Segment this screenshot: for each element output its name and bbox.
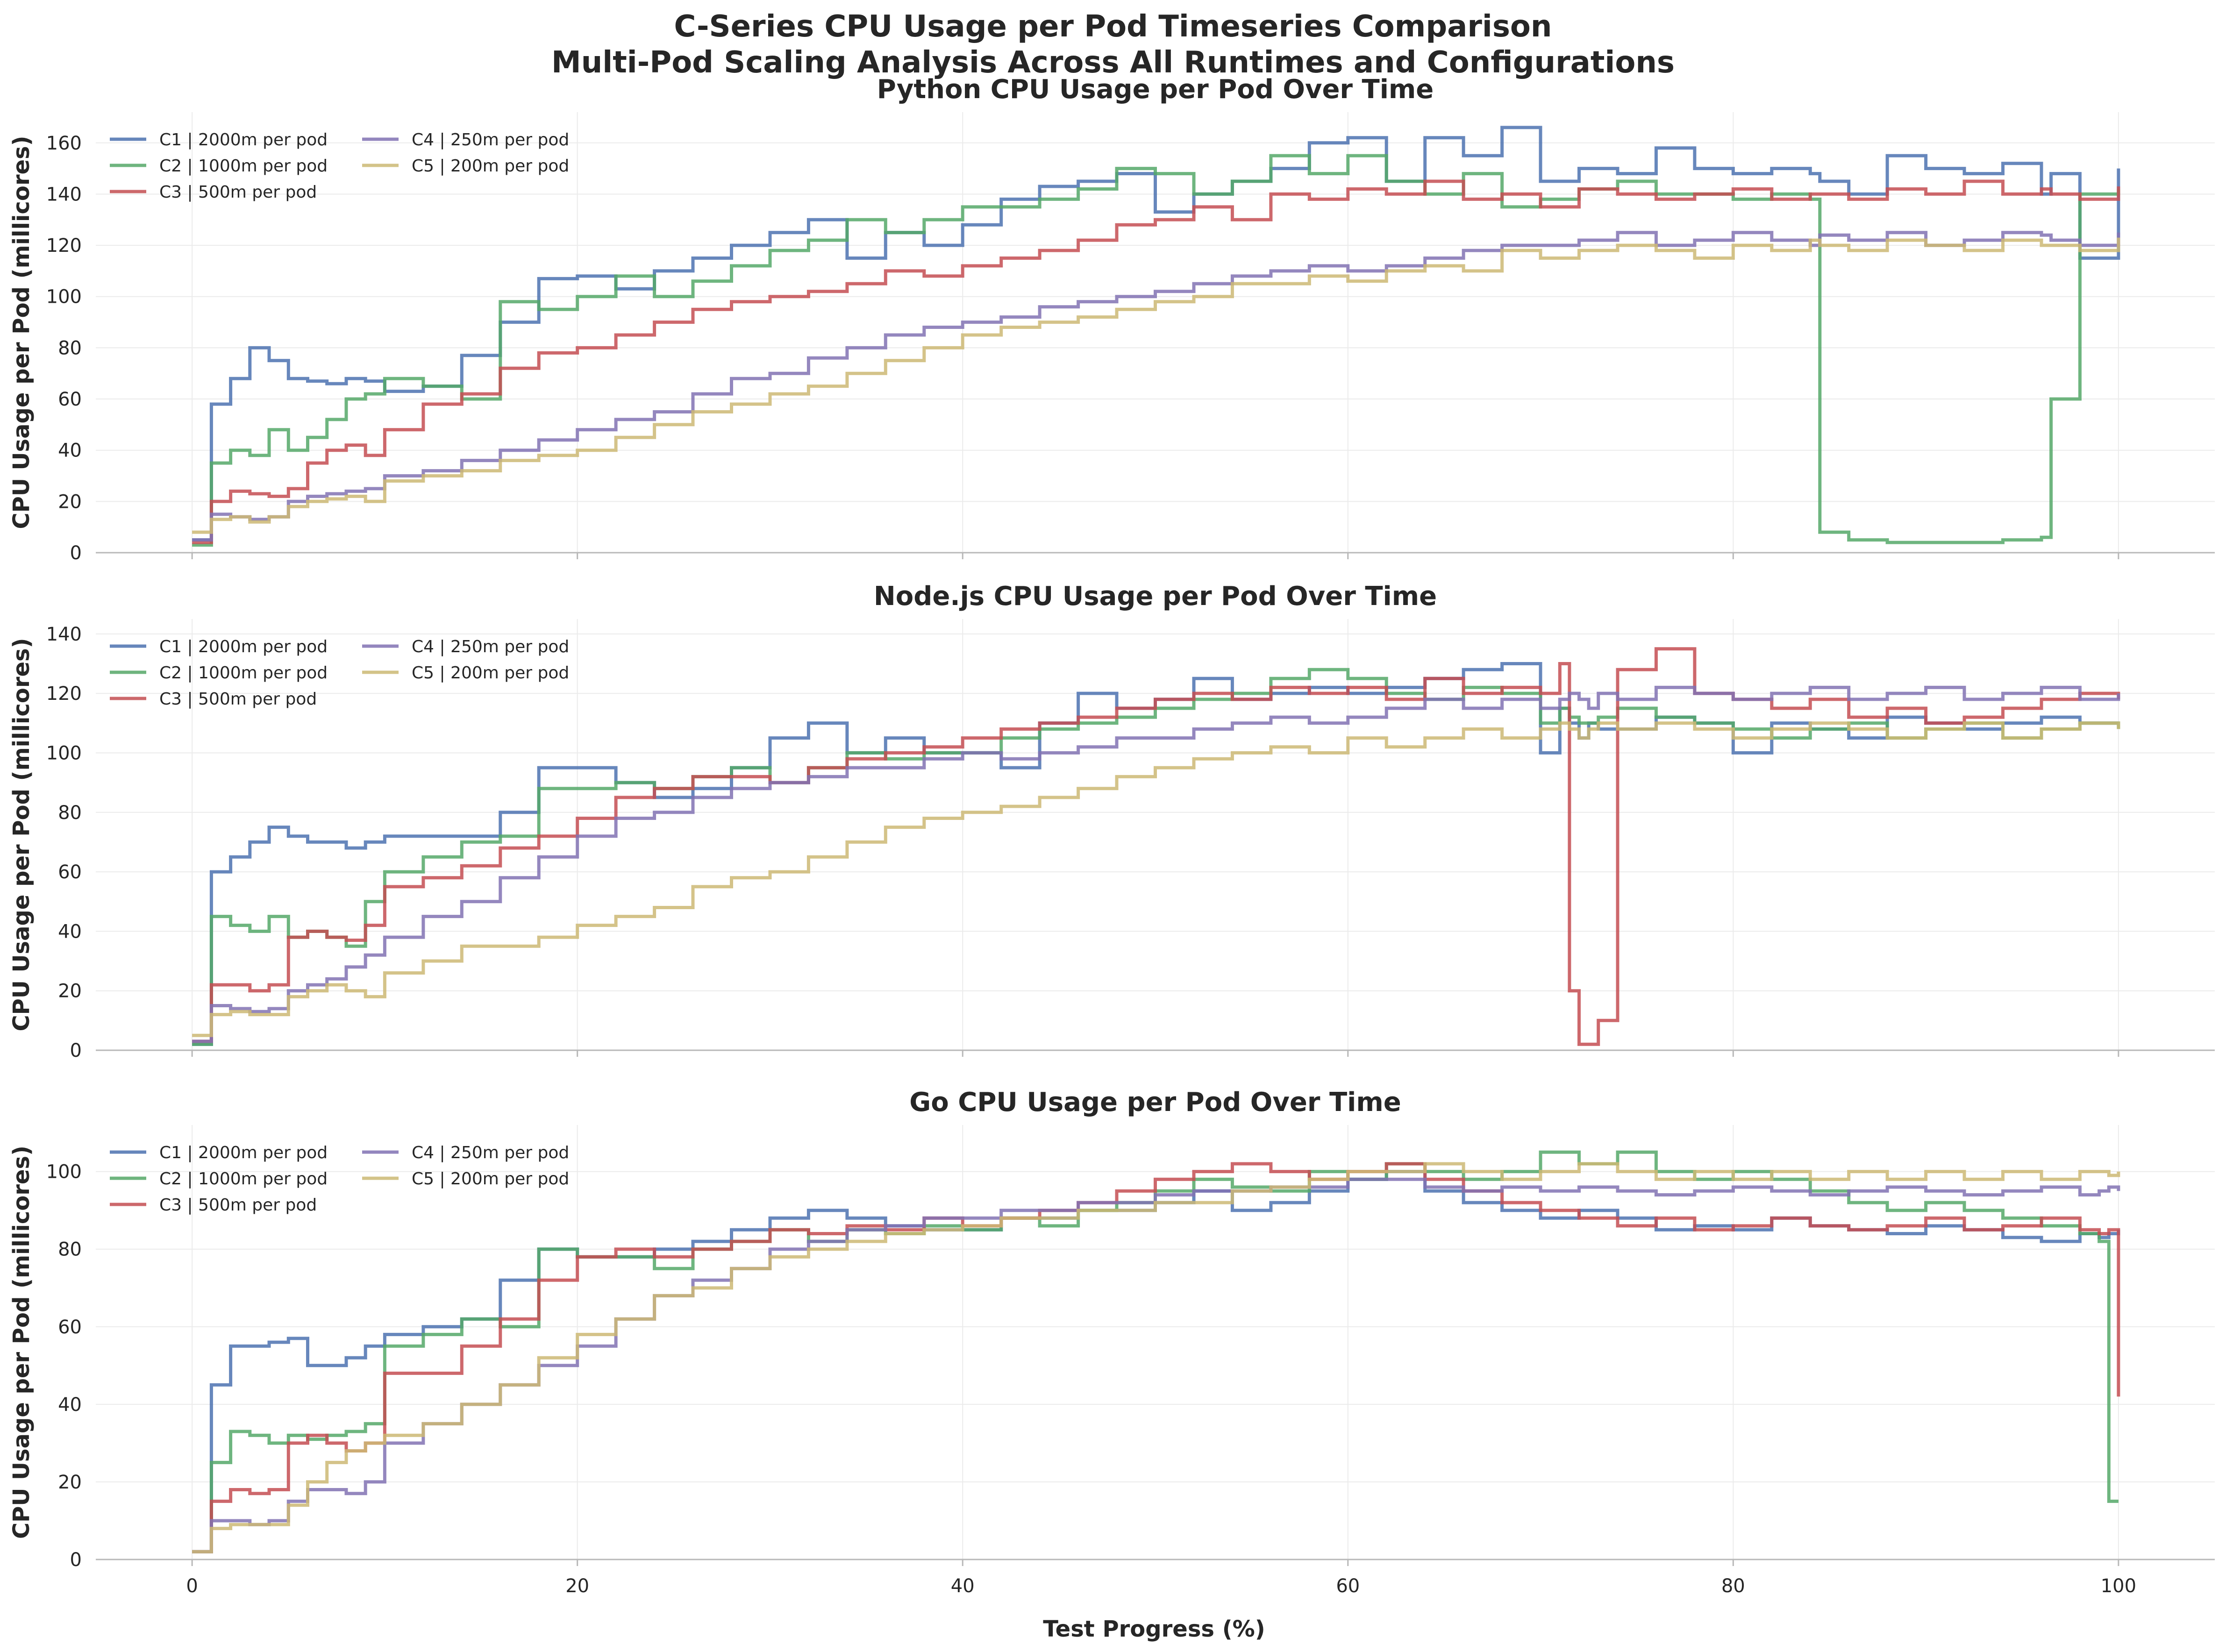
series-line-c5 [192,237,2120,534]
series-line-c5 [192,1162,2120,1553]
y-tick-label: 0 [70,1549,82,1571]
y-tick-label: 0 [70,1040,82,1061]
legend: C1 | 2000m per pod C2 | 1000m per pod C3 |… [110,130,569,202]
x-tick-label: 40 [951,1575,975,1597]
series-line-c4 [192,1177,2120,1553]
series-line-c1 [192,1170,2120,1553]
series-line-c5 [192,721,2120,1037]
y-tick-label: 20 [58,981,82,1002]
y-tick-label: 160 [46,133,82,154]
x-tick-label: 100 [2101,1575,2136,1597]
subplot-title: Node.js CPU Usage per Pod Over Time [874,581,1437,612]
legend-label-c1: C1 | 2000m per pod [159,130,328,150]
y-tick-label: 20 [58,1472,82,1493]
subplot-title: Go CPU Usage per Pod Over Time [909,1087,1401,1118]
x-axis-label: Test Progress (%) [1043,1616,1265,1642]
series-line-c3 [192,179,2120,544]
series-line-c4 [192,231,2120,542]
legend: C1 | 2000m per pod C2 | 1000m per pod C3 |… [110,637,569,709]
subplot-3: 0 20 40 60 80 100 0 20 40 60 80 100 Go CPU Usage per… [8,1087,2215,1597]
legend: C1 | 2000m per pod C2 | 1000m per pod C3 |… [110,1143,569,1215]
series-line-c1 [192,662,2119,1046]
y-tick-label: 60 [58,862,82,883]
series-line-c2 [192,154,2120,547]
legend-label-c4: C4 | 250m per pod [412,1143,569,1162]
y-tick-label: 60 [58,1317,82,1338]
legend-label-c3: C3 | 500m per pod [159,690,317,709]
legend-label-c4: C4 | 250m per pod [412,130,569,150]
subplot-title: Python CPU Usage per Pod Over Time [877,74,1434,105]
x-tick-label: 0 [186,1575,198,1597]
legend-label-c3: C3 | 500m per pod [159,1196,317,1215]
series-line-c1 [192,126,2120,542]
y-tick-label: 40 [58,921,82,942]
y-tick-label: 140 [46,184,82,205]
y-axis-label: CPU Usage per Pod (millicores) [8,638,35,1031]
series-line-c3 [192,647,2120,1046]
legend-label-c2: C2 | 1000m per pod [159,157,328,176]
subplot-panels: 0 20 40 60 80 100 120 140 160 Python CPU Usage pe… [8,74,2215,1597]
y-tick-label: 40 [58,1394,82,1416]
y-tick-label: 100 [46,1161,82,1183]
y-tick-label: 140 [46,624,82,645]
y-tick-label: 120 [46,683,82,705]
y-tick-label: 60 [58,389,82,410]
y-tick-label: 100 [46,286,82,308]
legend-label-c2: C2 | 1000m per pod [159,663,328,683]
legend-label-c5: C5 | 200m per pod [412,1169,569,1189]
series-line-c2 [192,1150,2119,1553]
y-tick-label: 120 [46,235,82,256]
legend-label-c5: C5 | 200m per pod [412,157,569,176]
x-tick-label: 80 [1721,1575,1745,1597]
legend-label-c1: C1 | 2000m per pod [159,637,328,656]
y-tick-label: 80 [58,1239,82,1260]
series-line-c4 [192,685,2120,1043]
legend-label-c5: C5 | 200m per pod [412,663,569,683]
figure-title-line2: Multi-Pod Scaling Analysis Across All Ru… [551,45,1675,80]
y-tick-label: 80 [58,802,82,824]
series-line-c3 [192,1162,2120,1553]
legend-label-c2: C2 | 1000m per pod [159,1169,328,1189]
y-axis-label: CPU Usage per Pod (millicores) [8,135,35,529]
subplot-2: 0 20 40 60 80 100 120 140 Node.js CPU Usage per … [8,581,2215,1061]
legend-label-c3: C3 | 500m per pod [159,183,317,202]
y-tick-label: 80 [58,337,82,359]
series-line-c2 [192,668,2120,1046]
y-tick-label: 40 [58,440,82,462]
x-tick-label: 20 [565,1575,589,1597]
x-tick-label: 60 [1336,1575,1360,1597]
subplot-1: 0 20 40 60 80 100 120 140 160 Python CPU Usage pe… [8,74,2215,564]
y-axis-label: CPU Usage per Pod (millicores) [8,1146,35,1539]
y-tick-label: 0 [70,542,82,564]
legend-label-c1: C1 | 2000m per pod [159,1143,328,1162]
figure-title-line1: C-Series CPU Usage per Pod Timeseries Co… [674,9,1552,44]
y-tick-label: 20 [58,491,82,513]
legend-label-c4: C4 | 250m per pod [412,637,569,656]
y-tick-label: 100 [46,742,82,764]
